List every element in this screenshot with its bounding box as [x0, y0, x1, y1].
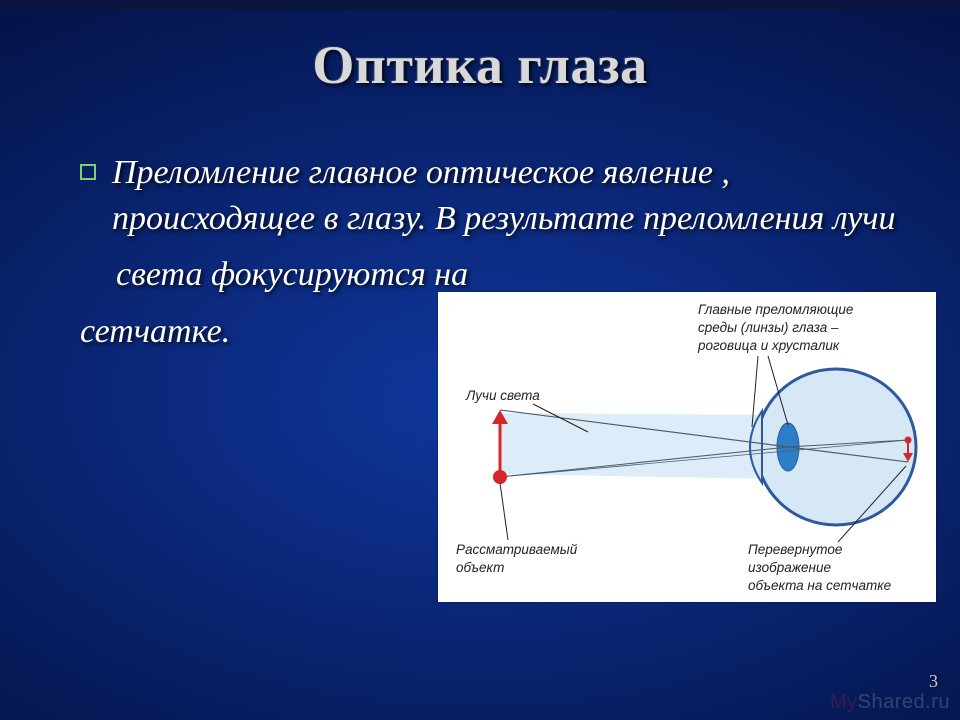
watermark-prefix: My: [830, 691, 858, 713]
eye-optics-diagram: Главные преломляющие среды (линзы) глаза …: [438, 292, 936, 602]
slide-root: Оптика глаза Преломление главное оптичес…: [0, 0, 960, 720]
bullet-item: Преломление главное оптическое явление ,…: [80, 150, 900, 242]
watermark: MyShared.ru: [830, 691, 950, 714]
title-bar: Оптика глаза: [0, 10, 960, 120]
svg-text:Перевернутое: Перевернутое: [748, 542, 842, 557]
watermark-suffix: Shared.ru: [858, 691, 950, 713]
svg-text:Рассматриваемый: Рассматриваемый: [456, 542, 578, 557]
slide-title: Оптика глаза: [312, 34, 647, 96]
bullet-icon: [80, 164, 96, 180]
svg-text:объект: объект: [456, 560, 504, 575]
svg-text:роговица и хрусталик: роговица и хрусталик: [697, 338, 840, 353]
svg-text:изображение: изображение: [748, 560, 831, 575]
page-number: 3: [929, 671, 938, 692]
svg-text:среды (линзы) глаза –: среды (линзы) глаза –: [698, 320, 839, 335]
svg-text:Лучи света: Лучи света: [465, 388, 540, 403]
svg-text:объекта на сетчатке: объекта на сетчатке: [748, 578, 891, 593]
paragraph-1: Преломление главное оптическое явление ,…: [112, 150, 900, 242]
slide-topbar: [0, 0, 960, 10]
svg-text:Главные преломляющие: Главные преломляющие: [698, 302, 853, 317]
